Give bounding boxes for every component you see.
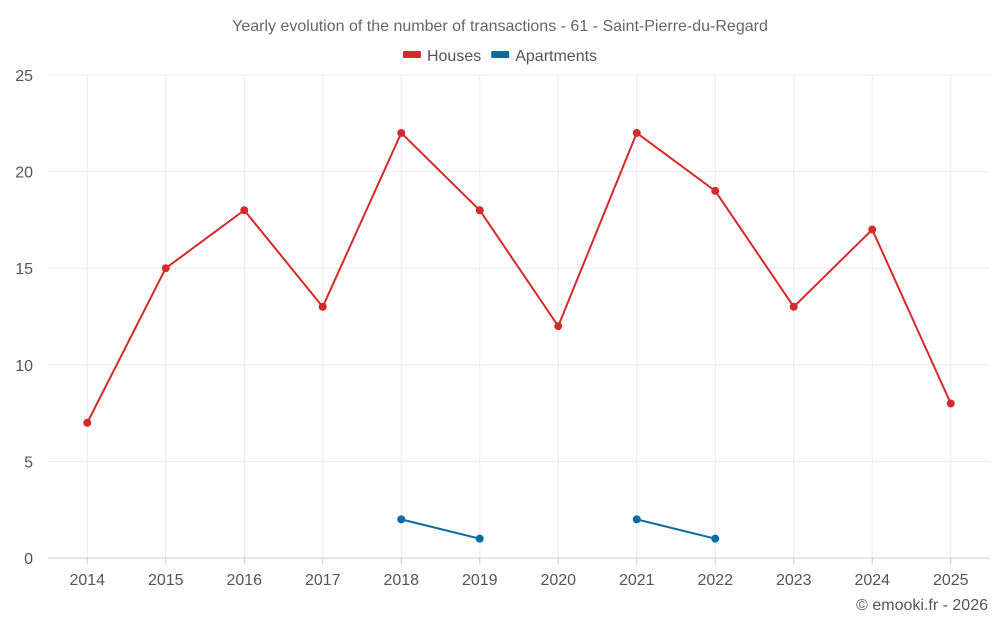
- data-point[interactable]: [161, 264, 170, 273]
- legend-swatch: [402, 51, 421, 58]
- data-point[interactable]: [632, 128, 641, 137]
- series-apartments: [397, 515, 720, 543]
- data-point[interactable]: [946, 399, 955, 408]
- x-tick-label: 2015: [148, 572, 184, 589]
- x-tick-label: 2014: [69, 572, 105, 589]
- x-tick-label: 2023: [776, 572, 812, 589]
- x-tick-label: 2016: [226, 572, 262, 589]
- x-tick-label: 2024: [854, 572, 890, 589]
- chart-title: Yearly evolution of the number of transa…: [232, 18, 768, 35]
- data-point[interactable]: [397, 128, 406, 137]
- series: [83, 128, 955, 543]
- data-point[interactable]: [554, 322, 563, 331]
- data-point[interactable]: [711, 534, 720, 543]
- y-tick-label: 5: [24, 454, 33, 471]
- data-point[interactable]: [711, 186, 720, 195]
- x-tick-label: 2019: [462, 572, 498, 589]
- x-tick-label: 2025: [933, 572, 969, 589]
- data-point[interactable]: [397, 515, 406, 524]
- data-point[interactable]: [475, 206, 484, 215]
- y-tick-label: 10: [15, 358, 33, 375]
- x-tick-label: 2022: [697, 572, 733, 589]
- series-line: [636, 518, 716, 540]
- grid: [48, 74, 990, 558]
- data-point[interactable]: [632, 515, 641, 524]
- y-tick-label: 20: [15, 165, 33, 182]
- legend-label[interactable]: Houses: [427, 48, 481, 65]
- x-tick-label: 2017: [305, 572, 341, 589]
- series-houses: [83, 128, 955, 427]
- x-tick-label: 2021: [619, 572, 655, 589]
- legend-label[interactable]: Apartments: [515, 48, 597, 65]
- legend-swatch: [491, 51, 510, 58]
- y-tick-label: 0: [24, 551, 33, 568]
- data-point[interactable]: [83, 418, 92, 427]
- y-tick-label: 15: [15, 261, 33, 278]
- y-tick-label: 25: [15, 68, 33, 85]
- data-point[interactable]: [475, 534, 484, 543]
- data-point[interactable]: [318, 302, 327, 311]
- data-point[interactable]: [240, 206, 249, 215]
- series-line: [401, 518, 480, 540]
- data-point[interactable]: [789, 302, 798, 311]
- x-tick-label: 2020: [540, 572, 576, 589]
- series-line: [86, 131, 952, 424]
- legend: Houses Apartments: [402, 48, 597, 65]
- x-tick-label: 2018: [383, 572, 419, 589]
- data-point[interactable]: [868, 225, 877, 234]
- credit-text: © emooki.fr - 2026: [856, 597, 988, 614]
